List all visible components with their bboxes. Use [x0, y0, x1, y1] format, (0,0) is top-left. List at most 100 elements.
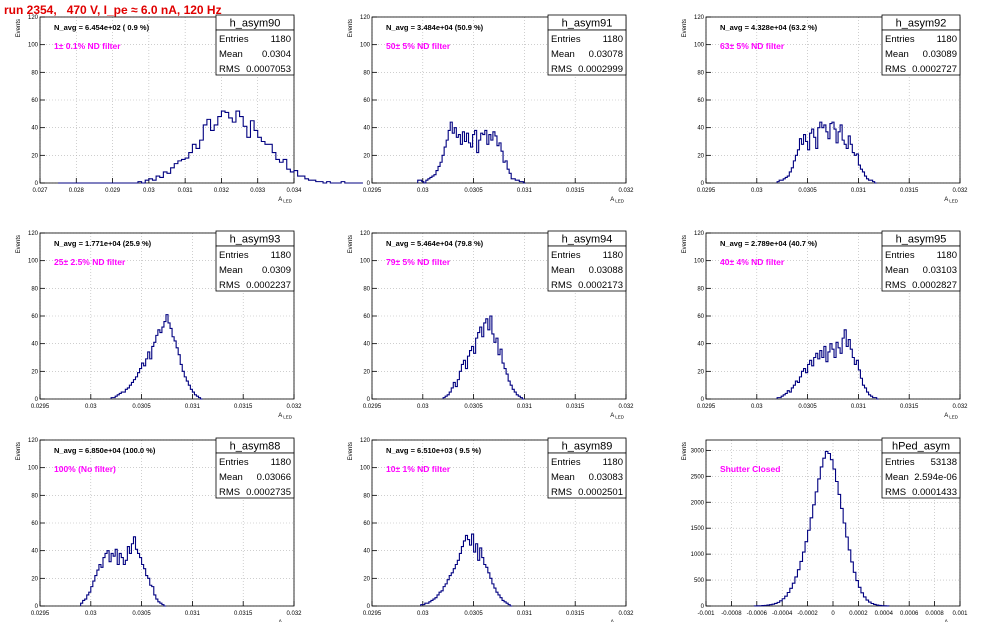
histogram-name: h_asym88: [230, 441, 281, 453]
stats-value-mean: 0.03089: [923, 49, 957, 60]
y-tick-label: 60: [363, 521, 370, 527]
y-tick-label: 40: [363, 549, 370, 555]
stats-value-mean: 0.03066: [257, 472, 291, 483]
x-tick-label: 0.032: [618, 404, 634, 410]
filter-label: 25± 2.5% ND filter: [54, 257, 126, 267]
y-tick-label: 20: [697, 153, 704, 159]
stats-key-rms: RMS: [885, 487, 906, 498]
y-tick-label: 1000: [691, 552, 705, 558]
x-tick-label: 0.0305: [464, 188, 483, 194]
y-tick-label: 40: [31, 126, 38, 132]
x-axis-label: ALED: [944, 413, 959, 420]
stats-box: [881, 452, 961, 499]
stats-value-mean: 0.03083: [589, 472, 623, 483]
y-tick-label: 60: [363, 314, 370, 320]
y-tick-label: 120: [28, 438, 39, 444]
navg-label: N_avg = 4.328e+04 (63.2 %): [720, 23, 818, 32]
y-tick-label: 100: [28, 259, 39, 265]
histogram-panel-h_asym88: 0.0295 0.03 0.0305 0.031 0.0315 0.032 0 20 40 60 8…: [16, 437, 302, 622]
plot-frame: [371, 232, 627, 400]
x-tick-label: 0.0305: [132, 404, 151, 410]
stats-key-mean: Mean: [551, 265, 575, 276]
x-tick-label: 0.03: [143, 188, 155, 194]
y-tick-label: 120: [360, 438, 371, 444]
y-tick-label: 60: [31, 314, 38, 320]
plot-frame: [39, 232, 295, 400]
x-tick-label: 0.0315: [566, 404, 585, 410]
stats-key-mean: Mean: [885, 265, 909, 276]
x-tick-label: -0.001: [697, 611, 715, 617]
x-tick-label: 0.0315: [900, 188, 919, 194]
x-tick-label: 0.03: [751, 188, 763, 194]
x-tick-label: 0.0315: [566, 611, 585, 617]
stats-value-entries: 1180: [271, 457, 291, 468]
y-tick-label: 80: [697, 70, 704, 76]
y-tick-label: 40: [363, 126, 370, 132]
histogram-panel-h_asym93: 0.0295 0.03 0.0305 0.031 0.0315 0.032 0 20 40 60 8…: [16, 230, 302, 420]
stats-box: [547, 29, 627, 76]
x-tick-label: 0.0006: [900, 611, 919, 617]
y-tick-label: 0: [35, 181, 39, 187]
stats-value-rms: 0.0001433: [912, 487, 957, 498]
stats-key-rms: RMS: [551, 280, 572, 291]
histogram-bins: [442, 315, 525, 400]
y-tick-label: 120: [694, 15, 705, 21]
stats-value-rms: 0.0002173: [578, 280, 623, 291]
y-tick-label: 120: [28, 231, 39, 237]
y-tick-label: 0: [701, 604, 705, 610]
stats-value-rms: 0.0002501: [578, 487, 623, 498]
x-tick-label: 0.0295: [697, 188, 716, 194]
y-axis-label: Events: [16, 235, 22, 253]
stats-key-entries: Entries: [219, 34, 249, 45]
y-tick-label: 0: [701, 397, 705, 403]
y-tick-label: 80: [363, 70, 370, 76]
y-tick-label: 1500: [691, 526, 705, 532]
y-axis-label: Events: [348, 235, 354, 253]
stats-key-entries: Entries: [885, 250, 915, 261]
x-tick-label: 0.031: [178, 188, 194, 194]
x-tick-label: 0.03: [751, 404, 763, 410]
y-tick-label: 0: [367, 181, 371, 187]
navg-label: N_avg = 2.789e+04 (40.7 %): [720, 239, 818, 248]
stats-box: [881, 29, 961, 76]
filter-label: 63± 5% ND filter: [720, 41, 785, 51]
x-axis-label: ALED: [610, 197, 625, 204]
x-tick-label: 0.0295: [31, 611, 50, 617]
histogram-panel-h_asym94: 0.0295 0.03 0.0305 0.031 0.0315 0.032 0 20 40 60 8…: [348, 230, 634, 420]
y-axis-label: Events: [682, 19, 688, 37]
stats-key-mean: Mean: [219, 265, 243, 276]
stats-key-rms: RMS: [219, 280, 240, 291]
plot-frame: [371, 16, 627, 184]
filter-label: 50± 5% ND filter: [386, 41, 451, 51]
x-tick-label: 0.032: [214, 188, 230, 194]
y-tick-label: 100: [694, 43, 705, 49]
x-tick-label: 0.028: [69, 188, 85, 194]
x-tick-label: -0.0004: [772, 611, 793, 617]
y-tick-label: 100: [28, 466, 39, 472]
histogram-bins: [753, 450, 890, 607]
y-tick-label: 60: [31, 521, 38, 527]
x-tick-label: 0.0305: [464, 404, 483, 410]
histogram-panel-h_asym91: 0.0295 0.03 0.0305 0.031 0.0315 0.032 0 20 40 60 8…: [348, 14, 634, 204]
stats-key-mean: Mean: [219, 49, 243, 60]
x-tick-label: 0.0002: [849, 611, 868, 617]
x-tick-label: 0.032: [952, 404, 968, 410]
histogram-panel-hPed_asym: -0.001 -0.0008 -0.0006 -0.0004 -0.0002 0 0.000…: [682, 437, 968, 622]
stats-value-rms: 0.0002727: [912, 64, 957, 75]
histogram-name: h_asym94: [562, 234, 613, 246]
stats-box: [215, 452, 295, 499]
y-tick-label: 20: [363, 576, 370, 582]
y-tick-label: 20: [31, 153, 38, 159]
y-tick-label: 100: [360, 259, 371, 265]
histogram-bins: [58, 110, 363, 184]
x-tick-label: 0.031: [851, 404, 867, 410]
y-tick-label: 100: [694, 259, 705, 265]
x-tick-label: 0.034: [286, 188, 302, 194]
x-tick-label: 0.03: [417, 404, 429, 410]
stats-value-mean: 2.594e-06: [914, 472, 957, 483]
stats-value-entries: 1180: [271, 250, 291, 261]
x-tick-label: 0.033: [250, 188, 266, 194]
stats-value-mean: 0.03103: [923, 265, 957, 276]
stats-value-mean: 0.03078: [589, 49, 623, 60]
x-tick-label: 0.031: [185, 611, 201, 617]
